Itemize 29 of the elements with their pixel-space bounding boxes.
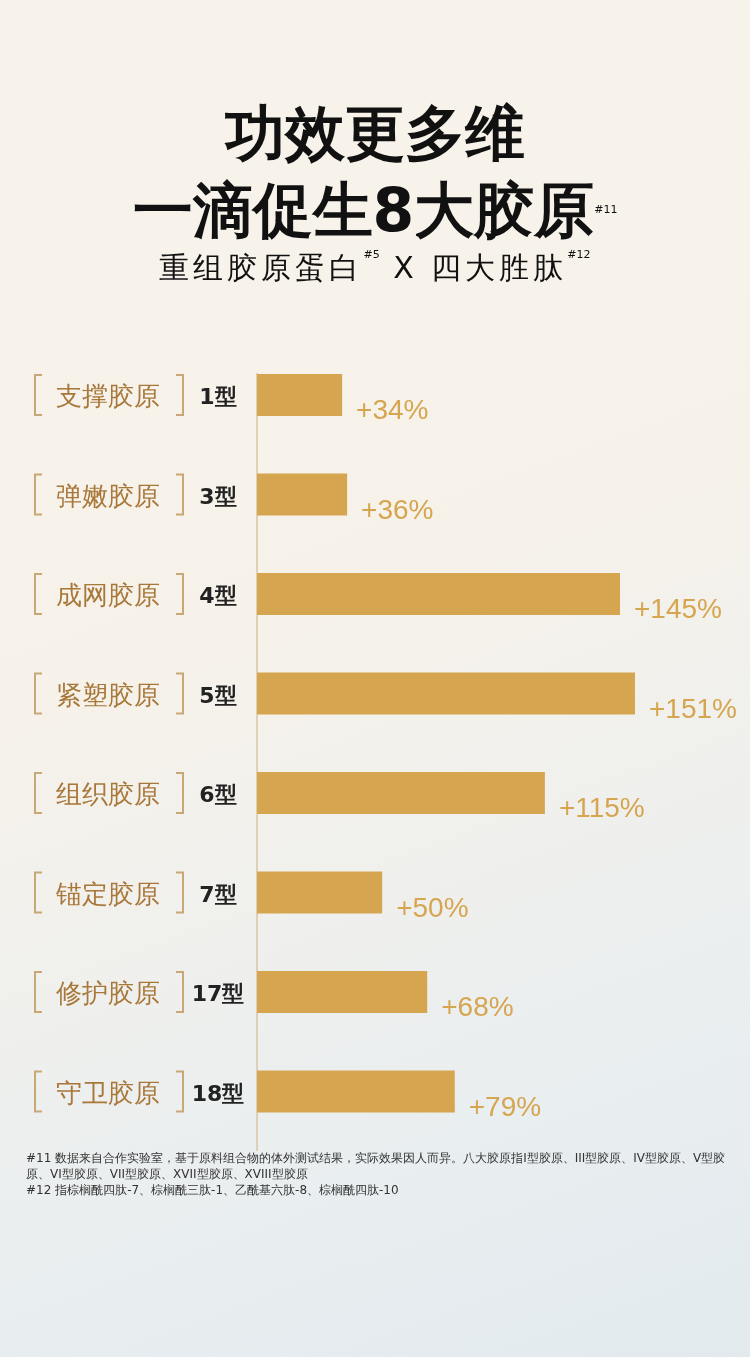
category-label: 组织胶原 6型 (56, 779, 237, 809)
bar (257, 672, 635, 715)
text: 重组胶原蛋白$^{#5}$ X 四大胜肽$^{#12}$ (159, 248, 591, 285)
bar (257, 573, 620, 615)
data-label: +115% (558, 792, 645, 823)
data-label: +151% (649, 692, 737, 724)
bar (257, 971, 428, 1013)
data-label: +145% (633, 593, 722, 624)
chart-title: 功效更多维 (223, 97, 526, 170)
bar (257, 374, 343, 416)
chart-subtitle: 一滴促生8大胶原$^{#11}$ (131, 174, 619, 247)
category-label: 修护胶原 17型 (56, 978, 245, 1008)
data-label: +36% (361, 493, 434, 525)
data-label: +79% (468, 1090, 542, 1122)
category-label: 紧塑胶原 5型 (56, 679, 237, 710)
data-label: +50% (396, 891, 469, 923)
bar (257, 772, 545, 814)
category-label: 支撑胶原 1型 (56, 381, 237, 411)
text: #12 指棕榈酰四肽-7、棕榈酰三肽-1、乙酰基六肽-8、棕榈酰四肽-10 (26, 1182, 400, 1198)
annotation: #11 数据来自合作实验室，基于原料组合物的体外测试结果，实际效果因人而异。八大胶原指I型胶原、III型胶原、IV型胶原、V型胶原、VI型胶原、VII型胶原、XVII型胶原、XVIII型胶原 (26, 1150, 726, 1182)
bar (257, 473, 348, 516)
data-label: +68% (441, 991, 514, 1022)
category-label: 锚定胶原 7型 (56, 878, 237, 909)
category-label: 成网胶原 4型 (56, 580, 237, 610)
bar (257, 871, 383, 914)
category-label: 弹嫩胶原 3型 (56, 480, 237, 511)
bar (257, 1070, 455, 1113)
category-label: 守卫胶原 18型 (56, 1077, 245, 1108)
data-label: +34% (356, 394, 429, 425)
